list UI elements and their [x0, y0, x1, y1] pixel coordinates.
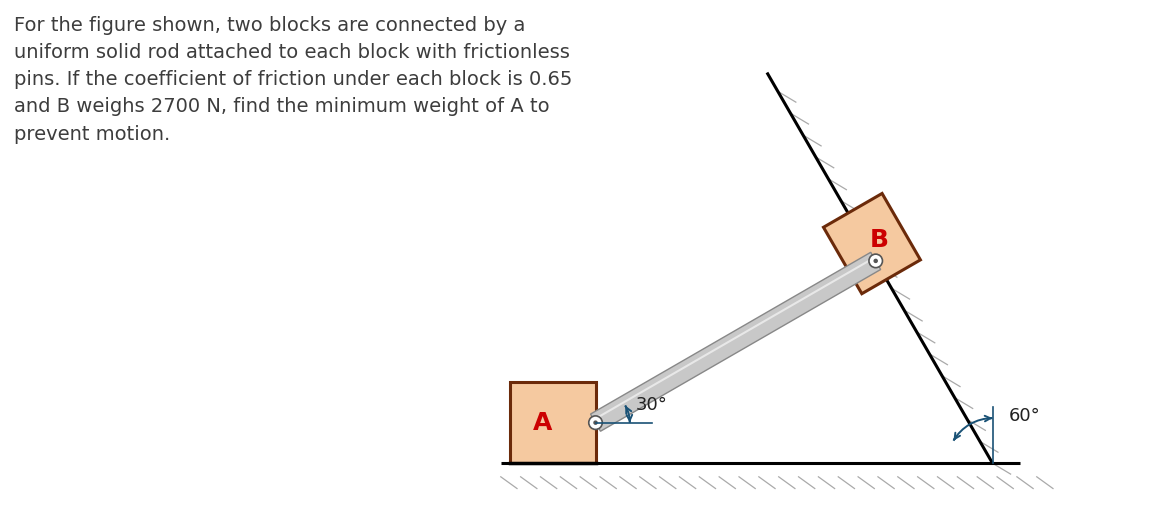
Polygon shape [823, 193, 921, 293]
Text: 30°: 30° [636, 396, 667, 414]
Polygon shape [590, 253, 881, 431]
Circle shape [589, 416, 602, 429]
Circle shape [869, 254, 882, 268]
Circle shape [874, 259, 877, 263]
Bar [510, 382, 596, 463]
Circle shape [594, 421, 598, 425]
Text: For the figure shown, two blocks are connected by a
uniform solid rod attached t: For the figure shown, two blocks are con… [14, 16, 572, 144]
Text: A: A [533, 411, 552, 435]
Text: B: B [869, 228, 889, 252]
Text: 60°: 60° [1009, 407, 1040, 425]
